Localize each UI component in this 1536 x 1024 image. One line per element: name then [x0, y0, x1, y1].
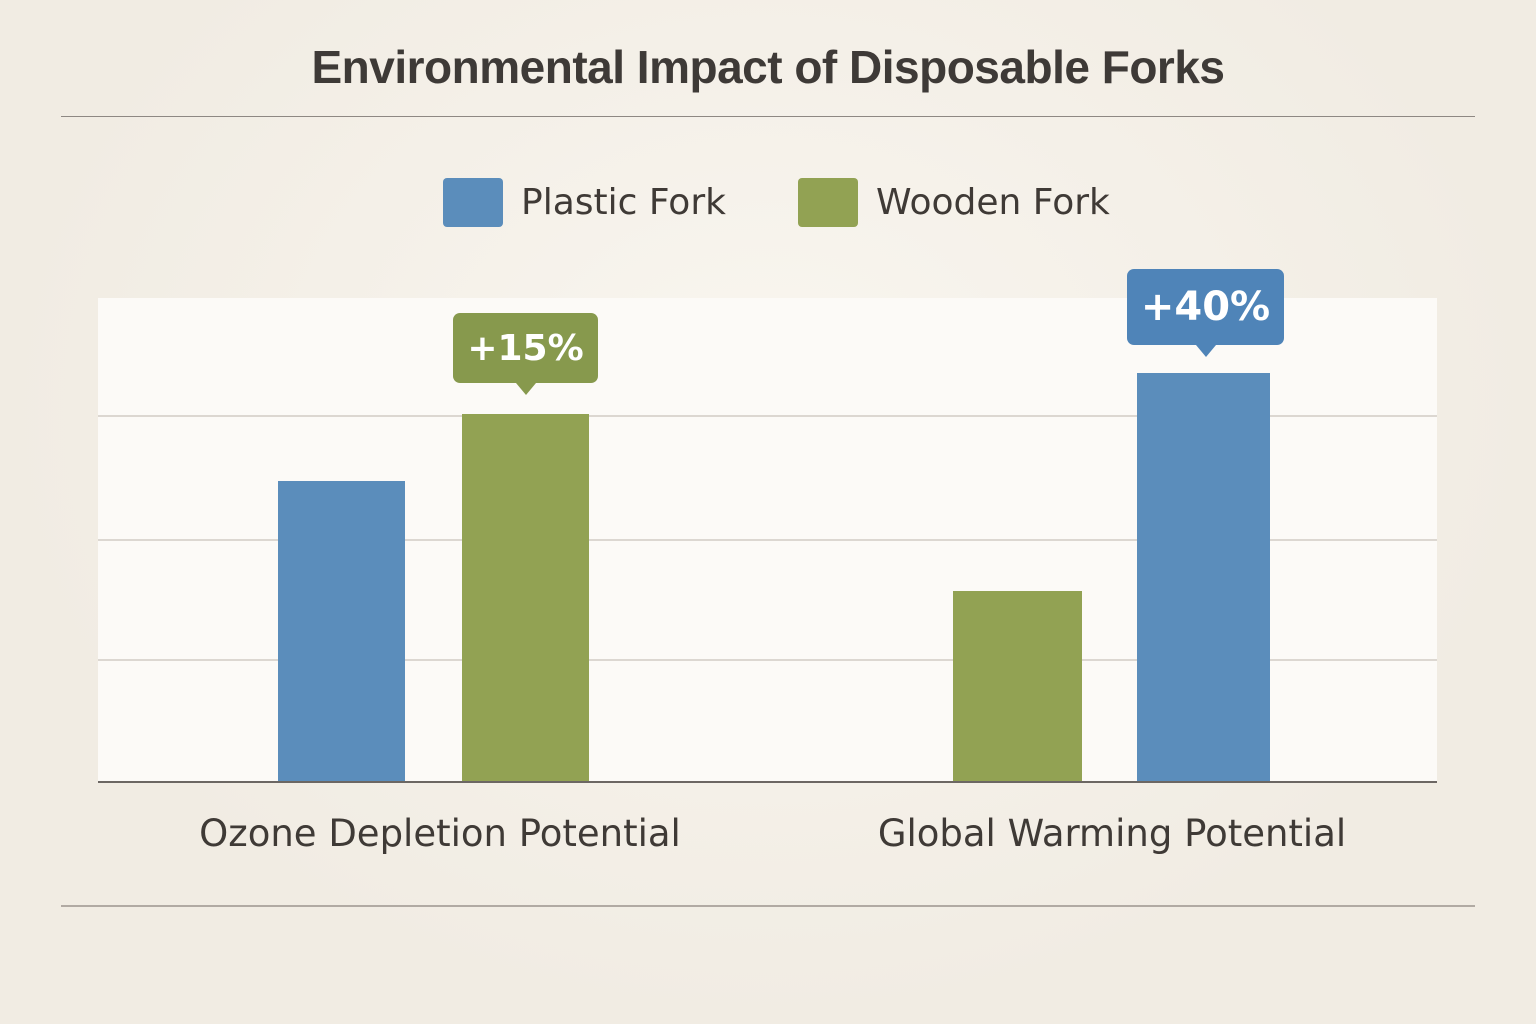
legend-swatch-plastic — [443, 177, 503, 227]
bar-warming-plastic — [1137, 373, 1270, 782]
legend-item-wooden: Wooden Fork — [798, 177, 1110, 227]
footer-divider — [61, 905, 1475, 907]
title-divider — [61, 116, 1475, 117]
callout-warming: +40% — [1127, 269, 1284, 357]
gridline — [98, 415, 1437, 417]
gridline — [98, 539, 1437, 541]
bar-ozone-plastic — [278, 481, 405, 782]
legend-swatch-wooden — [798, 177, 858, 227]
bar-warming-wooden — [953, 591, 1082, 782]
legend-label-plastic: Plastic Fork — [521, 181, 726, 223]
gridline — [98, 659, 1437, 661]
x-axis-label-ozone: Ozone Depletion Potential — [199, 812, 681, 855]
legend: Plastic Fork Wooden Fork — [0, 177, 1536, 227]
x-axis-baseline — [98, 781, 1437, 783]
callout-ozone: +15% — [453, 313, 598, 395]
legend-label-wooden: Wooden Fork — [876, 181, 1110, 223]
legend-item-plastic: Plastic Fork — [443, 177, 726, 227]
chart-title: Environmental Impact of Disposable Forks — [311, 41, 1225, 93]
x-axis-label-warming: Global Warming Potential — [877, 812, 1347, 855]
bar-ozone-wooden — [462, 414, 589, 782]
